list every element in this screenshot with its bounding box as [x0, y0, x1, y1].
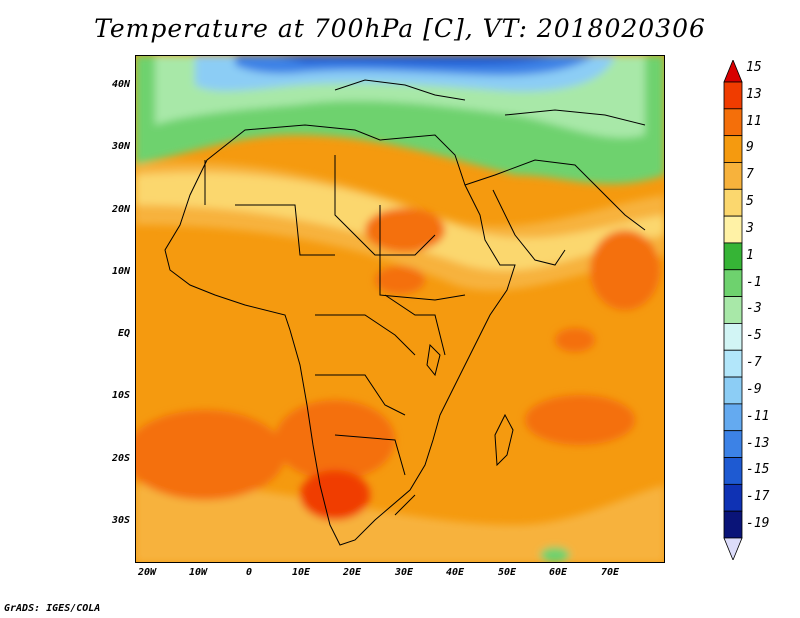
legend-value: -3	[746, 301, 762, 317]
legend-value: 5	[746, 194, 754, 210]
lon-label: 10W	[188, 567, 208, 578]
legend-value: 13	[746, 86, 762, 102]
legend-arrow-bottom	[723, 537, 743, 560]
lon-label: 50E	[497, 567, 517, 578]
legend-value: -7	[746, 355, 762, 371]
legend-swatch	[723, 188, 743, 217]
lon-label: 0	[245, 567, 253, 578]
lon-label: 30E	[394, 567, 414, 578]
legend-swatch	[723, 215, 743, 244]
legend-value: -11	[746, 408, 770, 424]
legend-swatch	[723, 269, 743, 297]
legend-arrow-top	[723, 60, 743, 83]
legend-swatch	[723, 81, 743, 110]
lat-label: EQ	[117, 328, 130, 339]
legend-value: -15	[746, 462, 770, 478]
legend-swatch	[723, 430, 743, 458]
legend-swatch	[723, 296, 743, 324]
legend-swatch	[723, 108, 743, 137]
lon-label: 70E	[600, 567, 620, 578]
legend-value: -1	[746, 274, 762, 290]
legend-value: 9	[746, 140, 754, 156]
lon-label: 40E	[445, 567, 465, 578]
legend-value: -17	[746, 489, 770, 505]
temperature-map	[135, 55, 665, 563]
legend-value: 15	[746, 60, 762, 75]
lat-label: 30S	[111, 515, 130, 526]
lat-label: 20S	[111, 453, 130, 464]
map-title: Temperature at 700hPa [C], VT: 201802030…	[94, 14, 706, 43]
legend-swatch	[723, 323, 743, 351]
lon-label: 10E	[291, 567, 311, 578]
lat-label: 10S	[111, 390, 130, 401]
lat-label: 20N	[111, 204, 130, 215]
lon-label: 20E	[342, 567, 362, 578]
legend-value: -13	[746, 435, 770, 451]
color-legend	[723, 60, 743, 560]
legend-swatch	[723, 510, 743, 539]
lat-label: 40N	[111, 79, 130, 90]
legend-swatch	[723, 376, 743, 405]
lat-label: 10N	[111, 266, 130, 277]
legend-swatch	[723, 349, 743, 378]
legend-value: 7	[746, 167, 754, 183]
lat-label: 30N	[111, 141, 130, 152]
legend-value: 11	[746, 113, 762, 129]
legend-value: 1	[746, 247, 754, 263]
legend-swatch	[723, 242, 743, 271]
legend-swatch	[723, 483, 743, 512]
credit-text: GrADS: IGES/COLA	[4, 603, 101, 614]
lon-label: 20W	[137, 567, 157, 578]
legend-swatch	[723, 457, 743, 485]
legend-value: -5	[746, 328, 762, 344]
legend-swatch	[723, 403, 743, 432]
legend-value: 3	[746, 220, 754, 236]
legend-value: -19	[746, 516, 770, 531]
legend-swatch	[723, 162, 743, 190]
legend-value: -9	[746, 381, 762, 397]
lon-label: 60E	[548, 567, 568, 578]
legend-swatch	[723, 135, 743, 163]
